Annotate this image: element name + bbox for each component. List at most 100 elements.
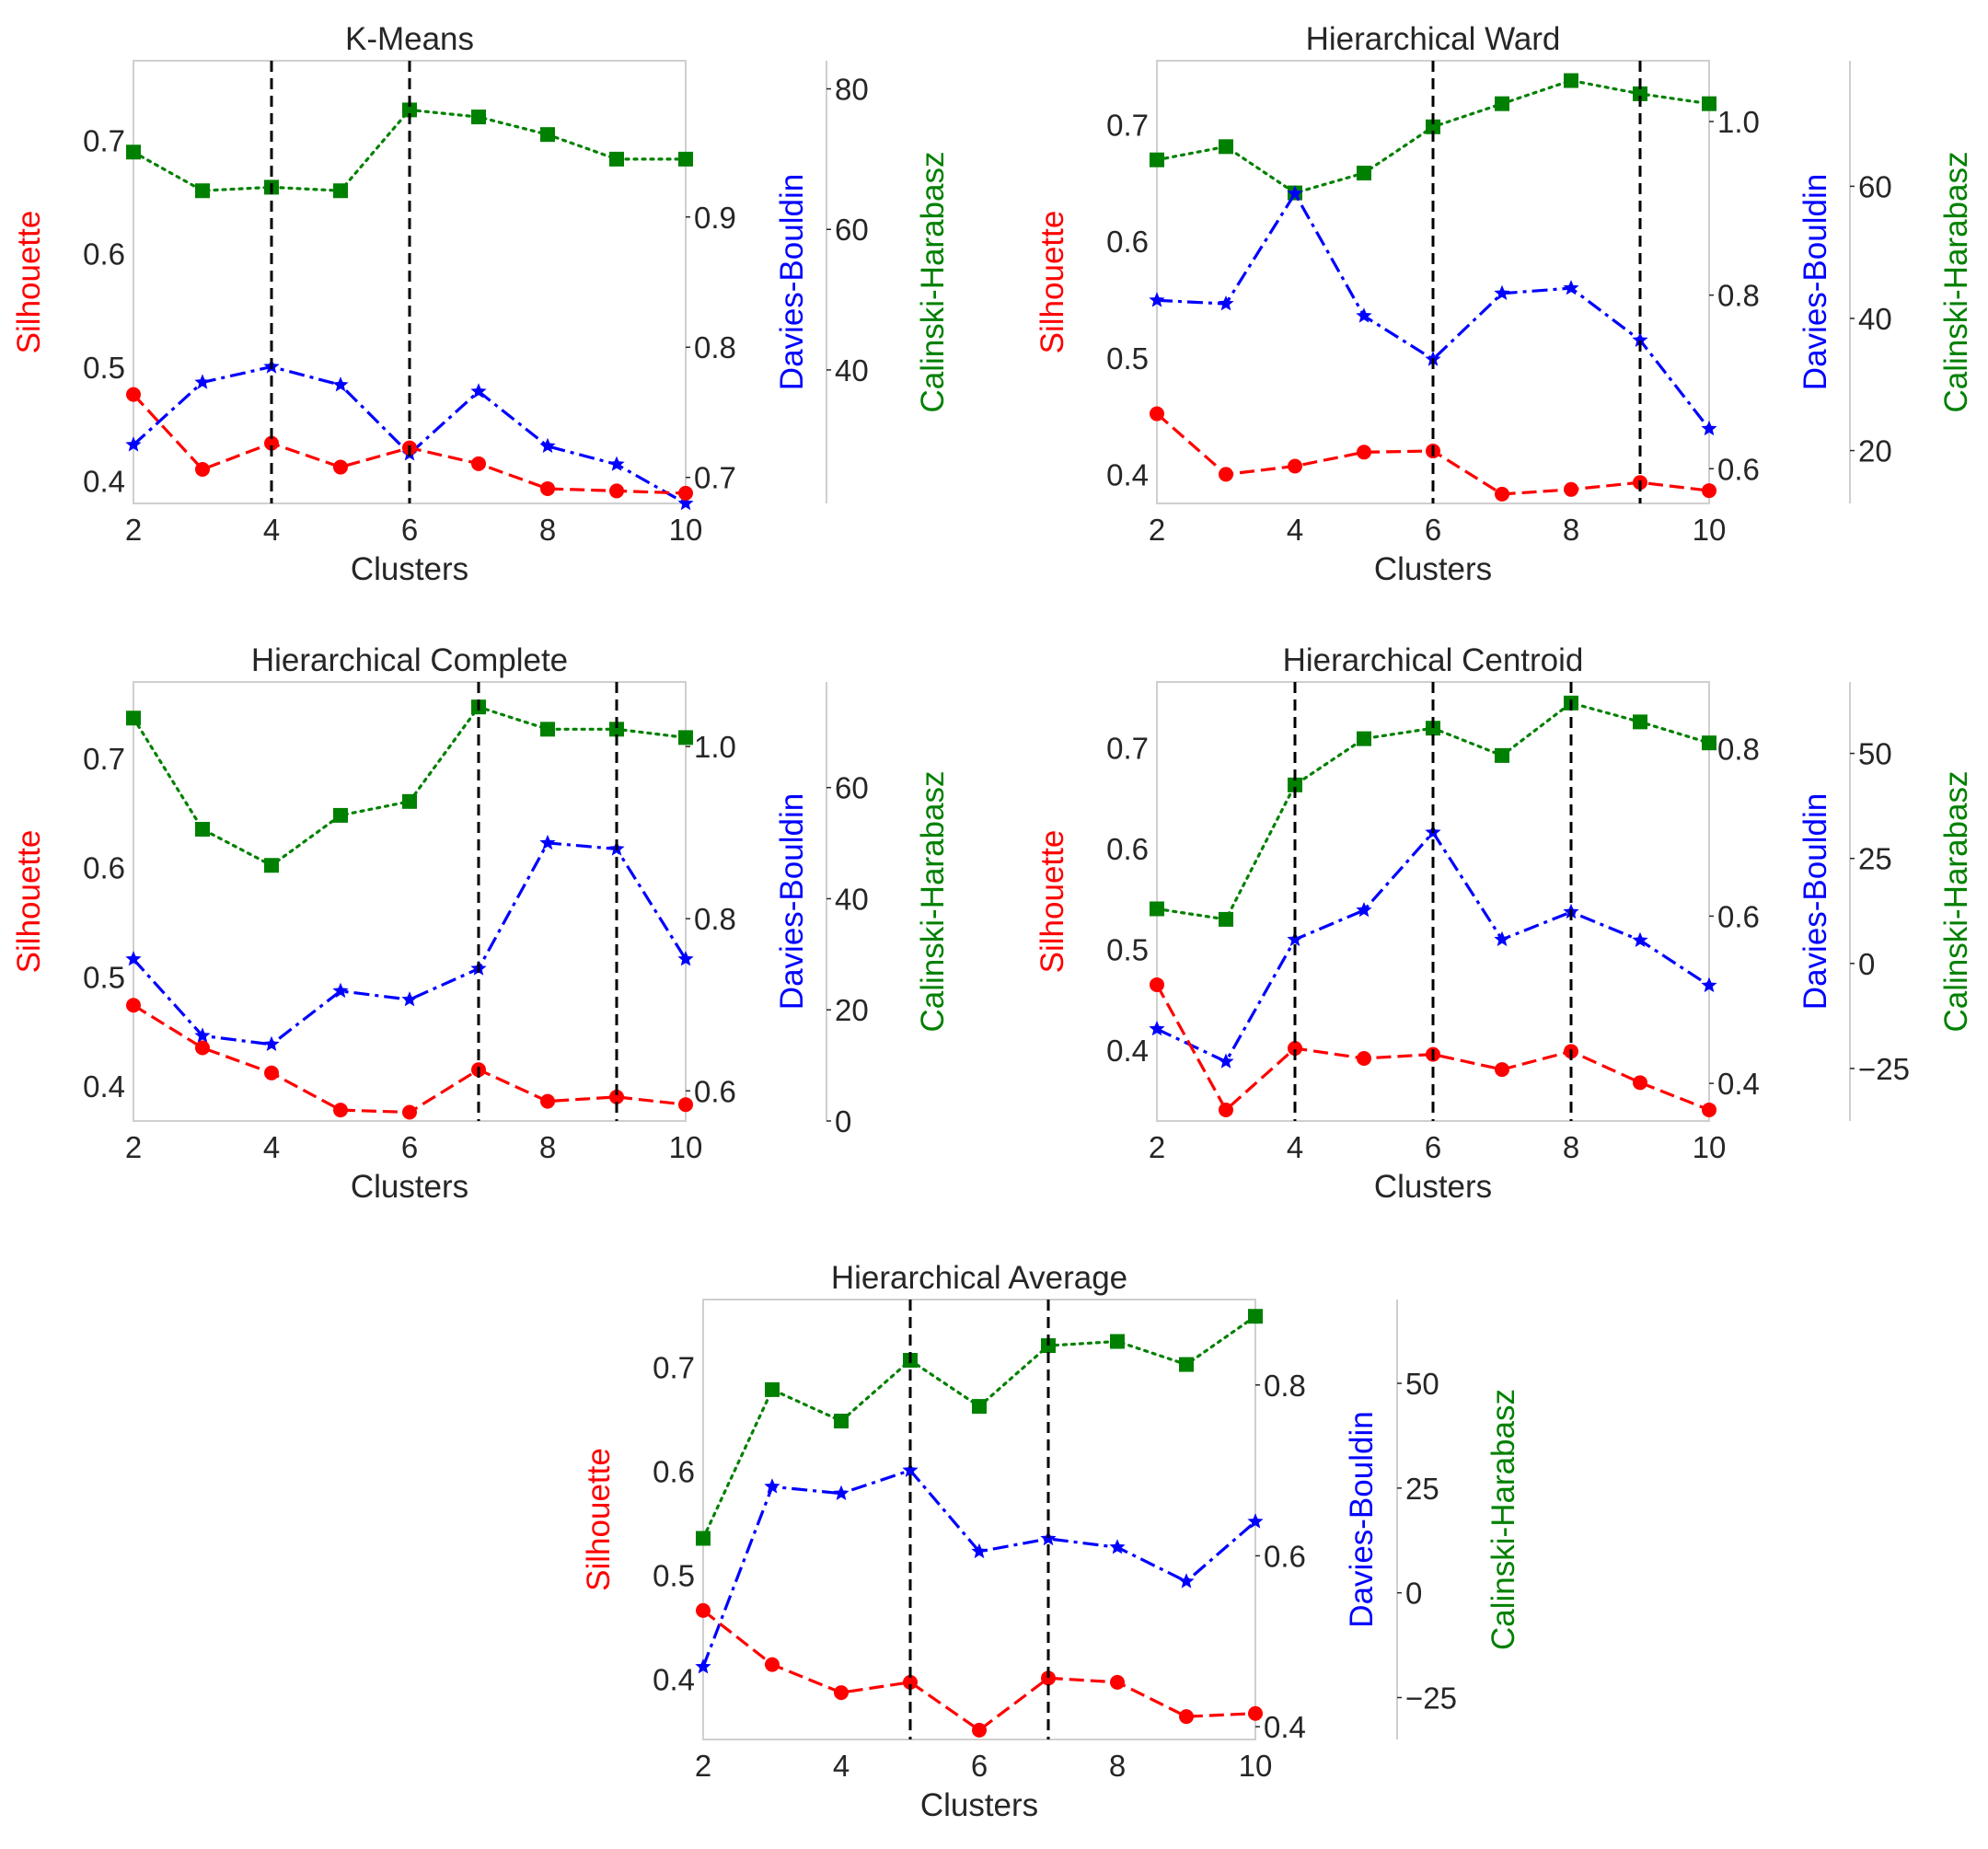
davies-bouldin-point <box>1149 1021 1165 1036</box>
x-tick-label: 8 <box>1563 513 1579 547</box>
davies-bouldin-point <box>263 1035 280 1051</box>
silhouette-point <box>1041 1670 1056 1686</box>
davies-bouldin-point <box>1178 1573 1195 1589</box>
davies-bouldin-point <box>608 456 625 471</box>
davies-bouldin-line <box>1156 191 1711 430</box>
davies-bouldin-tick-label: 0.8 <box>1264 1369 1306 1403</box>
davies-bouldin-tick-label: 0.6 <box>1264 1539 1306 1573</box>
davies-bouldin-tick-label: 0.4 <box>1717 1067 1760 1101</box>
silhouette-tick-label: 0.4 <box>1106 457 1149 491</box>
x-axis-label: Clusters <box>920 1787 1038 1823</box>
calinski-harabasz-point <box>402 793 417 809</box>
davies-bouldin-point <box>677 951 694 966</box>
davies-bouldin-point <box>194 1027 211 1043</box>
calinski-tick-label: 0 <box>835 1104 851 1138</box>
davies-bouldin-point <box>1701 977 1717 993</box>
silhouette-tick-label: 0.7 <box>653 1350 695 1384</box>
x-axis-label: Clusters <box>1374 551 1492 587</box>
silhouette-point <box>1248 1705 1263 1721</box>
silhouette-point <box>972 1722 987 1738</box>
x-tick-label: 10 <box>1693 513 1727 547</box>
chart-title: Hierarchical Ward <box>1306 21 1561 57</box>
davies-bouldin-tick-label: 0.6 <box>1717 452 1760 486</box>
calinski-harabasz-point <box>1633 714 1647 730</box>
calinski-tick-label: −25 <box>1858 1052 1910 1086</box>
davies-bouldin-point <box>1563 280 1579 295</box>
silhouette-tick-label: 0.5 <box>1106 341 1149 376</box>
calinski-harabasz-point <box>1357 166 1371 181</box>
davies-bouldin-point <box>125 951 142 966</box>
silhouette-point <box>195 462 210 477</box>
x-tick-label: 8 <box>539 1130 556 1164</box>
davies-bouldin-point <box>1494 930 1510 947</box>
davies-bouldin-tick-label: 0.4 <box>1264 1710 1306 1744</box>
silhouette-tick-label: 0.7 <box>83 123 125 157</box>
calinski-harabasz-point <box>1633 86 1647 101</box>
davies-bouldin-point <box>677 495 694 511</box>
calinski-tick-label: 0 <box>1858 947 1875 981</box>
silhouette-tick-label: 0.4 <box>653 1662 695 1696</box>
davies-bouldin-point <box>695 1658 711 1674</box>
x-tick-label: 4 <box>1287 513 1303 547</box>
chart-title: K-Means <box>345 21 474 57</box>
calinski-tick-label: 80 <box>835 73 869 107</box>
panel-5: Hierarchical Average 2 4 6 8 10 Clusters 0.4 0.5… <box>581 1260 1521 1823</box>
plot-frame <box>133 681 687 1122</box>
silhouette-axis-label: Silhouette <box>581 1448 617 1591</box>
davies-bouldin-tick-label: 1.0 <box>1717 105 1760 139</box>
calinski-harabasz-line <box>132 705 688 868</box>
x-tick-label: 2 <box>1149 1130 1165 1164</box>
calinski-harabasz-point <box>1219 911 1233 927</box>
silhouette-point <box>1219 1102 1233 1117</box>
silhouette-point <box>1495 1062 1509 1078</box>
silhouette-point <box>333 459 348 475</box>
davies-bouldin-point <box>833 1485 850 1500</box>
silhouette-tick-label: 0.4 <box>83 464 125 498</box>
calinski-harabasz-point <box>765 1381 780 1397</box>
silhouette-point <box>1219 467 1233 482</box>
calinski-axis-label: Calinski-Harabasz <box>1485 1389 1521 1650</box>
davies-bouldin-point <box>1632 331 1648 347</box>
silhouette-point <box>1288 458 1302 474</box>
davies-bouldin-axis-label: Davies-Bouldin <box>1797 174 1833 390</box>
davies-bouldin-tick-label: 0.9 <box>694 201 736 235</box>
calinski-tick-label: 20 <box>835 993 869 1027</box>
x-tick-label: 2 <box>125 1130 142 1164</box>
x-tick-label: 10 <box>669 513 703 547</box>
davies-bouldin-point <box>1287 930 1303 947</box>
davies-bouldin-point <box>1149 292 1165 307</box>
silhouette-point <box>1357 445 1371 460</box>
x-tick-label: 4 <box>1287 1130 1303 1164</box>
calinski-harabasz-point <box>1495 747 1509 763</box>
silhouette-axis-label: Silhouette <box>11 211 47 354</box>
calinski-axis-label: Calinski-Harabasz <box>915 771 951 1033</box>
panel-3: Hierarchical Complete 2 4 6 8 10 Clusters 0.4 0.… <box>11 642 951 1205</box>
calinski-harabasz-point <box>834 1414 849 1429</box>
davies-bouldin-point <box>539 437 556 453</box>
silhouette-point <box>765 1657 780 1672</box>
silhouette-point <box>126 998 141 1013</box>
davies-bouldin-point <box>764 1478 780 1494</box>
davies-bouldin-line <box>701 1468 1257 1668</box>
silhouette-point <box>195 1040 210 1056</box>
x-axis-label: Clusters <box>1374 1169 1492 1205</box>
calinski-harabasz-point <box>540 127 555 143</box>
calinski-tick-label: 60 <box>1858 169 1892 203</box>
silhouette-point <box>1357 1051 1371 1067</box>
x-tick-label: 4 <box>833 1749 850 1783</box>
calinski-harabasz-point <box>1357 731 1371 746</box>
calinski-harabasz-point <box>678 730 693 745</box>
calinski-harabasz-point <box>1426 119 1440 134</box>
davies-bouldin-line <box>132 841 688 1046</box>
davies-bouldin-point <box>1040 1530 1057 1546</box>
x-tick-label: 10 <box>1239 1749 1273 1783</box>
calinski-harabasz-point <box>1248 1309 1263 1324</box>
x-tick-label: 10 <box>1693 1130 1727 1164</box>
calinski-tick-label: 50 <box>1405 1367 1439 1401</box>
silhouette-tick-label: 0.7 <box>1106 731 1149 765</box>
calinski-tick-label: −25 <box>1405 1681 1457 1715</box>
davies-bouldin-point <box>125 436 142 452</box>
silhouette-tick-label: 0.6 <box>83 851 125 885</box>
silhouette-point <box>264 1065 279 1081</box>
silhouette-point <box>333 1103 348 1118</box>
